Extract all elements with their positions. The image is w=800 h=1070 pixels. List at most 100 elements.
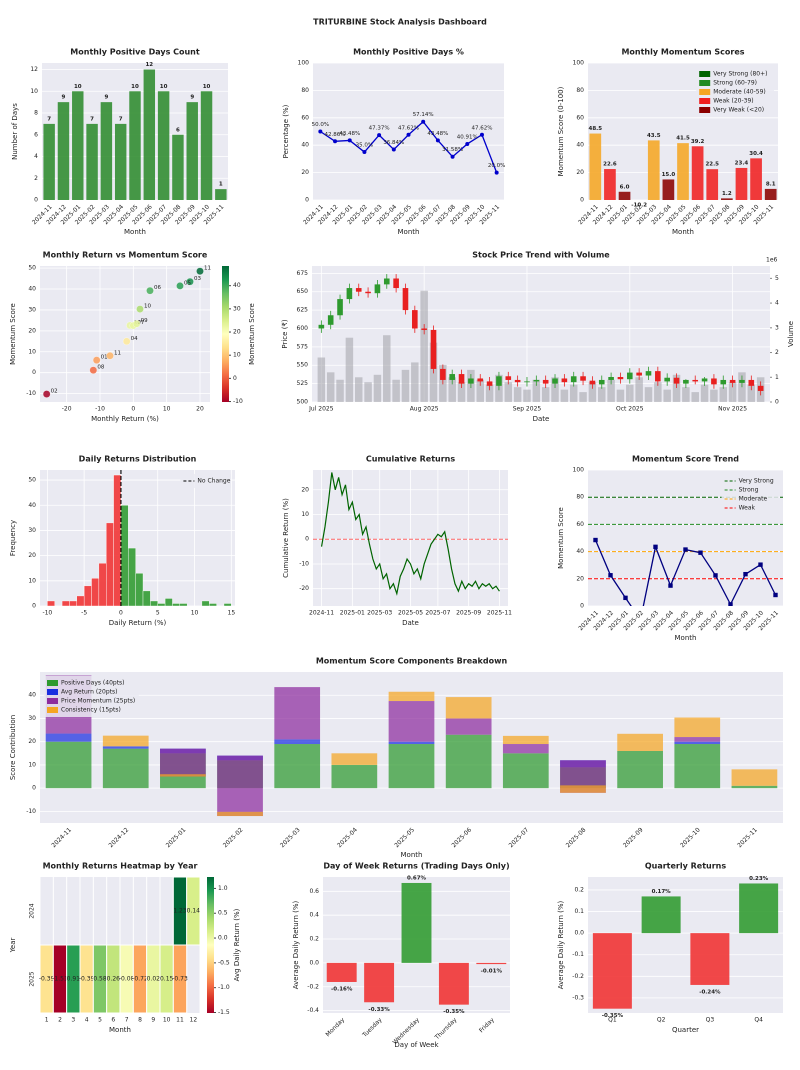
y-tick-label: 625 bbox=[297, 307, 309, 314]
value-label: 48.5 bbox=[589, 126, 603, 132]
value-label: 47.37% bbox=[369, 126, 390, 132]
histogram-bar bbox=[157, 603, 166, 607]
marker bbox=[593, 537, 598, 543]
cell-label: -0.39 bbox=[39, 976, 55, 983]
bar-segment bbox=[388, 691, 435, 702]
volume-bar bbox=[513, 387, 522, 402]
point bbox=[89, 366, 98, 374]
x-axis-label: Month bbox=[672, 228, 694, 236]
volume-bar bbox=[728, 382, 737, 402]
y-tick-label: 525 bbox=[297, 380, 309, 387]
volume-bar bbox=[392, 379, 400, 402]
y-axis-label: Momentum Score bbox=[557, 507, 565, 569]
bar bbox=[215, 189, 227, 200]
x-tick-label: 2025-09 bbox=[622, 826, 645, 849]
point bbox=[122, 337, 131, 346]
y-tick-label: 20 bbox=[28, 738, 36, 745]
x-axis-label: Month bbox=[109, 1026, 131, 1034]
x-axis-label: Day of Week bbox=[394, 1041, 439, 1049]
y2-tick-label: 0 bbox=[775, 399, 779, 406]
y-axis-label: Average Daily Return (%) bbox=[557, 900, 565, 989]
marker bbox=[465, 141, 470, 146]
y2-tick-label: 4 bbox=[775, 300, 779, 307]
colorbar-label: Avg Daily Return (%) bbox=[233, 908, 241, 981]
point-label: 08 bbox=[97, 365, 104, 371]
bar bbox=[735, 167, 748, 200]
candle-body bbox=[542, 379, 549, 384]
y-tick-label: 8 bbox=[34, 110, 38, 117]
value-label: 1.2 bbox=[722, 191, 732, 197]
value-label: 6.0 bbox=[620, 184, 630, 190]
candle-body bbox=[477, 378, 484, 382]
legend-label: Moderate bbox=[739, 496, 768, 503]
y-tick-label: 100 bbox=[298, 60, 310, 67]
y-tick-label: 0.4 bbox=[309, 912, 319, 919]
value-label: 8.1 bbox=[766, 181, 776, 187]
bar bbox=[690, 933, 730, 985]
point-label: 04 bbox=[131, 336, 138, 342]
x-tick-label: 4 bbox=[85, 1017, 89, 1024]
value-label: 23.4 bbox=[735, 160, 749, 166]
x-tick-label: 2025-01 bbox=[165, 826, 188, 849]
x-tick-label: Nov 2025 bbox=[718, 406, 747, 413]
point-label: 11 bbox=[204, 266, 211, 272]
point bbox=[186, 277, 194, 286]
y2-tick-label: 2 bbox=[775, 349, 779, 356]
x-tick-label: 2024-11 bbox=[309, 610, 334, 617]
y-tick-label: 0.1 bbox=[574, 908, 584, 915]
y2-tick-label: 1 bbox=[775, 374, 779, 381]
volume-bar bbox=[336, 379, 344, 402]
y-tick-label: 0 bbox=[580, 197, 584, 204]
y-tick-label: 0.6 bbox=[309, 888, 319, 895]
candle-body bbox=[458, 374, 465, 384]
y-axis-label: Average Daily Return (%) bbox=[292, 900, 300, 989]
colorbar-tick-label: 10 bbox=[233, 352, 241, 359]
bar-segment bbox=[560, 785, 606, 793]
value-label: 12 bbox=[145, 62, 153, 68]
legend-label: Consistency (15pts) bbox=[61, 707, 121, 714]
candle-body bbox=[552, 378, 558, 384]
candle-body bbox=[430, 329, 437, 369]
volume-bar bbox=[345, 337, 354, 402]
volume-bar bbox=[635, 377, 643, 402]
y-tick-label: 0 bbox=[580, 603, 584, 610]
x-tick-label: -10 bbox=[42, 610, 52, 617]
bar bbox=[143, 69, 156, 201]
bar bbox=[721, 198, 733, 200]
legend-swatch bbox=[699, 98, 711, 104]
legend-label: Strong bbox=[739, 487, 759, 494]
y2-tick-label: 5 bbox=[775, 275, 779, 282]
candle-body bbox=[365, 291, 371, 294]
bar-segment bbox=[445, 734, 492, 789]
y-tick-label: 2024 bbox=[29, 903, 36, 918]
bar bbox=[401, 882, 432, 963]
bar-segment bbox=[102, 746, 149, 749]
y-axis-label: Year bbox=[9, 937, 17, 953]
y-tick-label: 40 bbox=[28, 502, 36, 509]
marker bbox=[391, 147, 396, 152]
histogram-bar bbox=[47, 600, 55, 607]
cell-label: 0.15 bbox=[160, 976, 174, 983]
value-label: -0.35% bbox=[443, 1009, 465, 1015]
bar bbox=[750, 158, 762, 200]
legend-swatch bbox=[47, 698, 58, 704]
volume-bar bbox=[383, 335, 391, 402]
bar bbox=[739, 883, 779, 934]
value-label: 31.58% bbox=[442, 147, 463, 153]
x-axis-label: Monthly Return (%) bbox=[91, 415, 159, 423]
volume-bar bbox=[747, 384, 756, 402]
bar-segment bbox=[102, 748, 149, 789]
bar-segment bbox=[274, 739, 321, 745]
candle-body bbox=[645, 371, 652, 376]
legend-swatch bbox=[47, 689, 58, 695]
candle-body bbox=[496, 376, 502, 386]
colorbar bbox=[222, 266, 229, 402]
marker bbox=[494, 170, 499, 175]
candle-body bbox=[711, 378, 717, 385]
x-tick-label: 5 bbox=[98, 1017, 102, 1024]
value-label: 43.5 bbox=[647, 133, 661, 139]
y-tick-label: 60 bbox=[301, 114, 309, 121]
marker bbox=[362, 150, 367, 155]
cell-label: 1.23 bbox=[173, 908, 187, 915]
candle-body bbox=[449, 374, 456, 380]
